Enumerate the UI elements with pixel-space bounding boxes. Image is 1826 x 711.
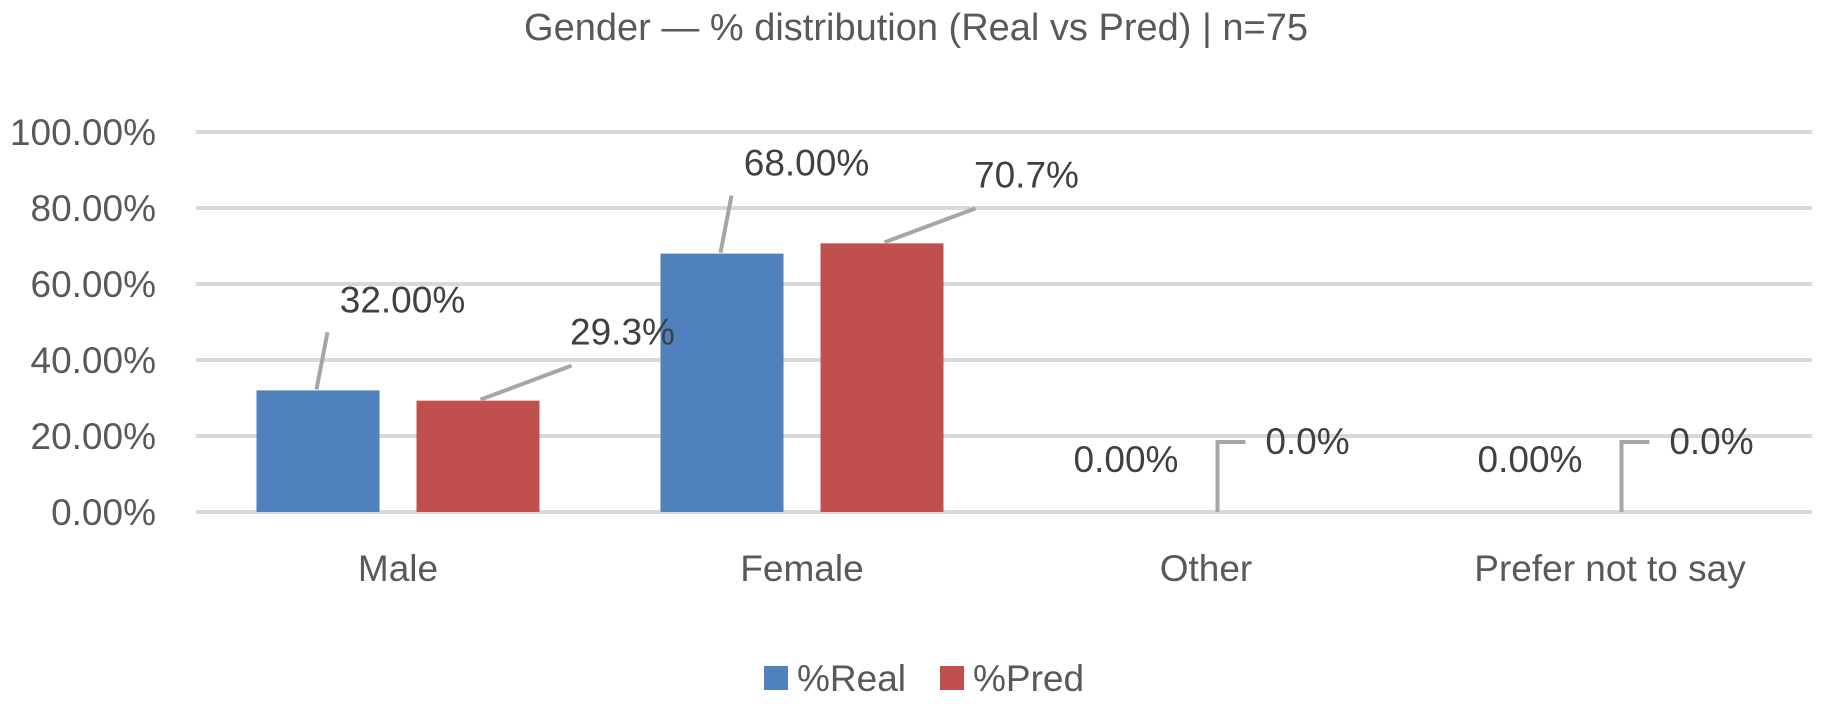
y-tick-label: 100.00% [10, 112, 156, 153]
data-label: 29.3% [570, 312, 675, 353]
y-tick-label: 20.00% [31, 416, 157, 457]
category-label: Prefer not to say [1474, 548, 1746, 589]
y-axis-tick-labels: 0.00% 20.00% 40.00% 60.00% 80.00% 100.00% [10, 112, 156, 533]
bar-pred-male [416, 400, 540, 512]
legend-swatch-pred [940, 666, 964, 690]
category-label: Female [740, 548, 863, 589]
y-tick-label: 0.00% [51, 492, 156, 533]
category-labels: Male Female Other Prefer not to say [358, 548, 1746, 589]
data-label: 0.0% [1265, 421, 1349, 462]
bar-real-female [660, 253, 784, 512]
legend: %Real %Pred [764, 658, 1084, 699]
data-label: 0.0% [1669, 421, 1753, 462]
y-tick-label: 60.00% [31, 264, 157, 305]
data-label: 68.00% [744, 143, 870, 184]
data-label: 0.00% [1074, 439, 1179, 480]
data-label: 0.00% [1478, 439, 1583, 480]
legend-label-pred: %Pred [973, 658, 1084, 699]
data-label-leader-line [718, 195, 734, 253]
legend-swatch-real [764, 666, 788, 690]
bar-pred-female [820, 243, 944, 512]
data-label-leader-line [1619, 440, 1650, 512]
bar-real-male [256, 390, 380, 512]
data-labels: 32.00% 29.3% 68.00% 70.7% 0.00% 0.0% 0.00% 0.0% [314, 143, 1754, 512]
data-label-leader-line [314, 332, 330, 390]
category-label: Male [358, 548, 438, 589]
legend-label-real: %Real [797, 658, 906, 699]
y-tick-label: 40.00% [31, 340, 157, 381]
data-label: 32.00% [340, 279, 466, 320]
chart-title: Gender — % distribution (Real vs Pred) |… [524, 7, 1308, 49]
data-label-leader-line [1215, 440, 1246, 512]
data-label: 70.7% [974, 154, 1079, 195]
category-label: Other [1160, 548, 1253, 589]
y-tick-label: 80.00% [31, 188, 157, 229]
data-label-leader-line [479, 363, 573, 402]
data-label-leader-line [883, 206, 977, 245]
bars [256, 243, 944, 512]
